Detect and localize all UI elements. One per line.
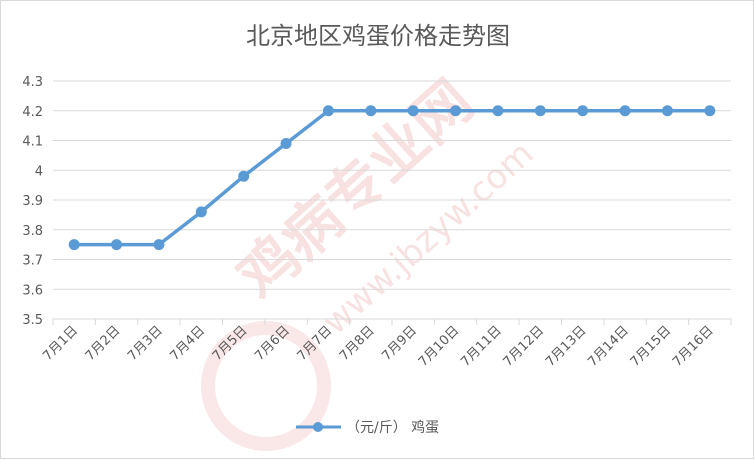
x-tick-label: 7月4日 bbox=[167, 323, 208, 364]
y-tick-label: 3.9 bbox=[22, 194, 43, 209]
x-tick-label: 7月14日 bbox=[585, 323, 632, 370]
data-point bbox=[322, 105, 334, 117]
data-point bbox=[68, 239, 80, 251]
data-point bbox=[238, 170, 250, 182]
y-tick-label: 4 bbox=[35, 164, 43, 179]
data-point bbox=[365, 105, 377, 117]
legend: （元/斤） 鸡蛋 bbox=[296, 419, 439, 436]
x-tick-label: 7月15日 bbox=[628, 323, 675, 370]
data-point bbox=[492, 105, 504, 117]
data-point bbox=[407, 105, 419, 117]
data-point bbox=[153, 239, 165, 251]
x-tick-label: 7月11日 bbox=[458, 323, 505, 370]
watermark-brand: 鸡病专业网 bbox=[225, 67, 486, 312]
data-point bbox=[534, 105, 546, 117]
x-tick-label: 7月1日 bbox=[40, 323, 81, 364]
x-tick-label: 7月13日 bbox=[543, 323, 590, 370]
y-axis: 3.5 3.6 3.7 3.8 3.9 4 4.1 4.2 4.3 bbox=[22, 75, 43, 328]
x-axis: 7月1日 7月2日 7月3日 7月4日 7月5日 7月6日 7月7日 7月8日 7月9日7月10… bbox=[40, 323, 716, 370]
x-tick-label: 7月9日 bbox=[379, 323, 420, 364]
x-tick-label: 7月16日 bbox=[670, 323, 717, 370]
y-tick-label: 3.8 bbox=[22, 224, 43, 239]
x-tick-label: 7月5日 bbox=[210, 323, 251, 364]
y-tick-label: 4.2 bbox=[22, 105, 43, 120]
x-tick-label: 7月3日 bbox=[125, 323, 166, 364]
gridlines bbox=[52, 80, 732, 325]
data-point bbox=[661, 105, 673, 117]
data-point bbox=[619, 105, 631, 117]
legend-dot-marker bbox=[313, 422, 323, 432]
data-point bbox=[704, 105, 716, 117]
data-point bbox=[195, 206, 207, 218]
series-egg-price bbox=[68, 105, 716, 251]
data-point bbox=[577, 105, 589, 117]
y-tick-label: 3.7 bbox=[22, 254, 43, 269]
chart-title: 北京地区鸡蛋价格走势图 bbox=[246, 22, 510, 50]
y-tick-label: 3.6 bbox=[22, 283, 43, 298]
series-line bbox=[74, 109, 710, 247]
data-point bbox=[111, 239, 123, 251]
y-tick-label: 4.1 bbox=[22, 135, 43, 150]
y-tick-label: 3.5 bbox=[22, 313, 43, 328]
x-tick-label: 7月2日 bbox=[83, 323, 124, 364]
legend-label: （元/斤） 鸡蛋 bbox=[346, 419, 439, 436]
data-point bbox=[280, 137, 292, 149]
x-tick-label: 7月10日 bbox=[416, 323, 463, 370]
x-tick-label: 7月12日 bbox=[501, 323, 548, 370]
y-tick-label: 4.3 bbox=[22, 75, 43, 90]
data-point bbox=[450, 105, 462, 117]
